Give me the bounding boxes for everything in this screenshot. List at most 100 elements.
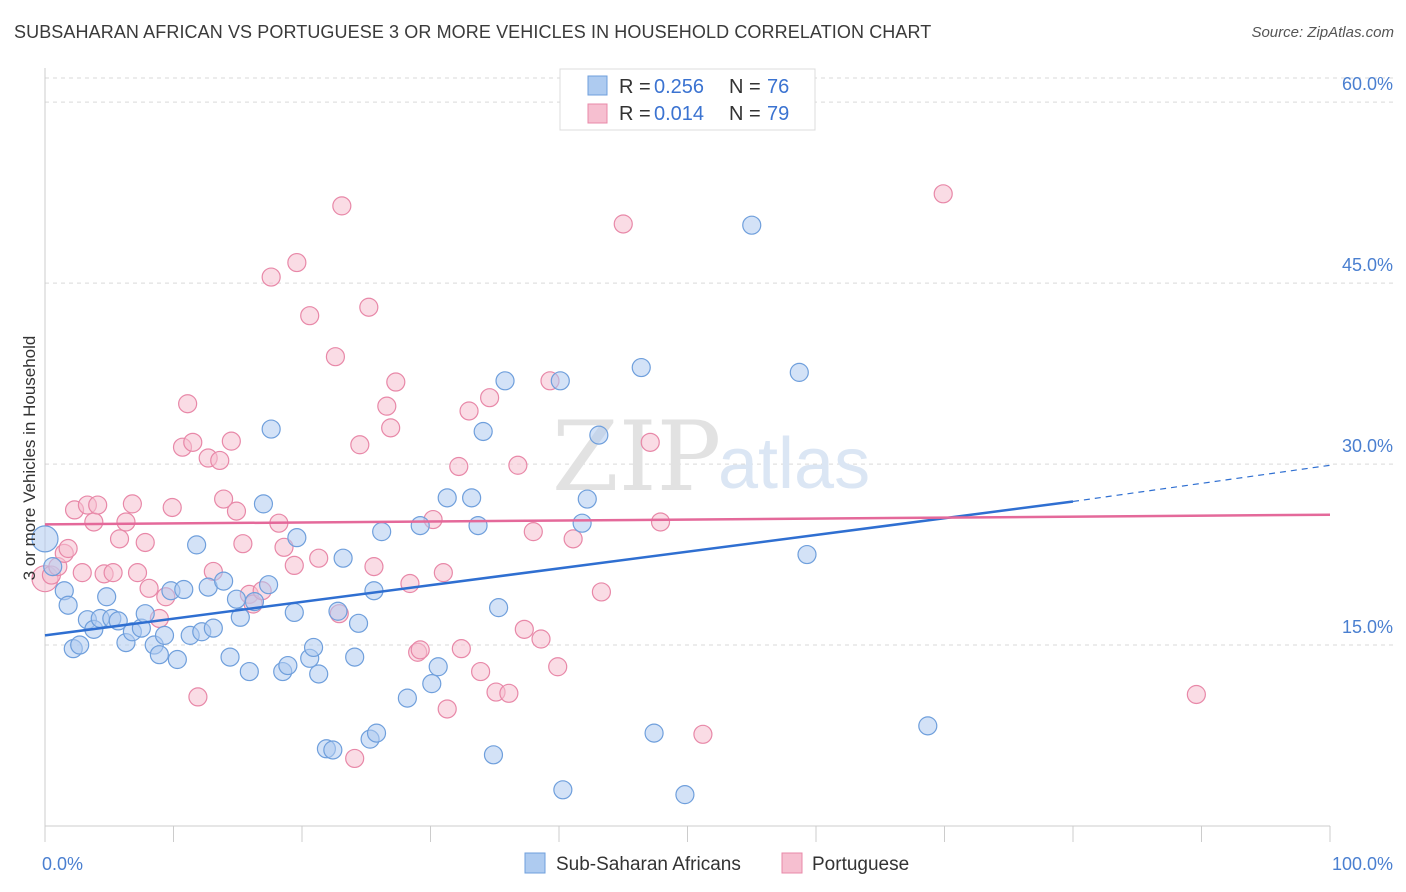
data-point bbox=[483, 745, 504, 765]
data-point bbox=[433, 563, 453, 583]
x-tick-label: 100.0% bbox=[1332, 854, 1393, 874]
legend-n-value-pink: 79 bbox=[767, 103, 789, 125]
data-point bbox=[122, 494, 142, 514]
legend-r-value-blue: 0.256 bbox=[654, 76, 704, 98]
y-tick-label: 60.0% bbox=[1342, 74, 1393, 94]
data-point bbox=[135, 532, 155, 553]
data-point bbox=[364, 557, 384, 577]
data-point bbox=[261, 267, 281, 287]
data-point bbox=[109, 529, 130, 549]
data-point bbox=[103, 563, 123, 583]
data-point bbox=[410, 515, 430, 536]
data-point bbox=[422, 674, 442, 694]
data-point bbox=[325, 347, 346, 367]
data-point bbox=[303, 637, 324, 658]
legend-n-value-blue: 76 bbox=[767, 76, 789, 98]
data-point bbox=[644, 723, 664, 743]
data-point bbox=[328, 601, 348, 621]
data-point bbox=[226, 501, 247, 521]
data-point bbox=[918, 716, 938, 736]
chart-title: SUBSAHARAN AFRICAN VS PORTUGUESE 3 OR MO… bbox=[14, 22, 932, 42]
data-point bbox=[214, 489, 234, 509]
data-point bbox=[553, 780, 573, 800]
data-point bbox=[499, 683, 519, 703]
data-point bbox=[167, 649, 187, 670]
data-point bbox=[397, 688, 417, 708]
bottom-legend-label-pink: Portuguese bbox=[812, 854, 909, 875]
grid-lines bbox=[45, 77, 1395, 646]
data-point bbox=[489, 598, 509, 618]
data-point bbox=[613, 214, 633, 234]
data-point bbox=[372, 522, 392, 542]
watermark-zip: ZIP bbox=[552, 401, 721, 513]
data-point bbox=[116, 512, 136, 532]
data-point bbox=[563, 529, 583, 549]
data-point bbox=[244, 591, 265, 612]
trend-lines bbox=[44, 464, 1331, 637]
legend-swatch-pink bbox=[587, 103, 608, 124]
data-point bbox=[650, 512, 671, 532]
data-point bbox=[693, 724, 713, 744]
data-point bbox=[84, 512, 104, 532]
data-point bbox=[437, 488, 457, 508]
data-point bbox=[332, 196, 352, 216]
tick-labels: 15.0% 30.0% 45.0% 60.0% 0.0% 100.0% bbox=[42, 74, 1393, 874]
y-tick-label: 30.0% bbox=[1342, 436, 1393, 456]
data-point bbox=[178, 394, 198, 414]
data-point bbox=[631, 357, 651, 378]
data-point bbox=[459, 401, 479, 421]
data-point bbox=[468, 515, 488, 536]
data-point bbox=[88, 495, 108, 515]
data-point bbox=[135, 604, 155, 624]
data-point bbox=[58, 595, 78, 615]
data-point bbox=[449, 456, 469, 477]
data-point bbox=[210, 450, 230, 471]
data-point bbox=[187, 535, 207, 555]
data-point bbox=[300, 306, 320, 326]
data-point bbox=[230, 607, 250, 627]
data-point bbox=[127, 563, 148, 583]
watermark-atlas: atlas bbox=[718, 424, 870, 504]
data-point bbox=[480, 388, 500, 408]
data-point bbox=[377, 396, 397, 416]
data-point bbox=[226, 589, 247, 609]
data-point bbox=[43, 557, 63, 577]
data-point bbox=[345, 647, 365, 667]
data-point bbox=[471, 661, 491, 682]
data-point bbox=[149, 645, 169, 665]
watermark: ZIP atlas bbox=[552, 401, 870, 513]
data-point bbox=[675, 785, 695, 805]
data-point bbox=[1186, 684, 1206, 705]
data-point bbox=[309, 548, 329, 568]
data-point bbox=[183, 432, 203, 452]
data-point bbox=[742, 215, 762, 235]
data-point bbox=[154, 625, 175, 645]
data-point bbox=[284, 602, 304, 623]
data-point bbox=[287, 528, 307, 548]
legend-r-label-blue: R = bbox=[619, 76, 651, 98]
data-point bbox=[233, 534, 253, 554]
bottom-legend-swatch-pink bbox=[781, 852, 803, 874]
data-point bbox=[366, 723, 387, 743]
data-point bbox=[428, 657, 448, 677]
data-point bbox=[591, 582, 612, 602]
data-point bbox=[451, 639, 471, 659]
data-point bbox=[410, 640, 430, 660]
data-point bbox=[284, 555, 304, 576]
y-tick-label: 15.0% bbox=[1342, 617, 1393, 637]
data-point bbox=[386, 372, 406, 392]
data-point bbox=[531, 629, 551, 649]
legend-n-label-pink: N = bbox=[729, 103, 761, 125]
data-point bbox=[253, 494, 274, 514]
data-point bbox=[220, 647, 240, 667]
bottom-legend-swatch-blue bbox=[524, 852, 546, 874]
data-point bbox=[572, 513, 592, 533]
stats-legend: R = 0.256 N = 76 R = 0.014 N = 79 bbox=[559, 68, 816, 131]
data-point bbox=[495, 371, 515, 391]
legend-n-label-blue: N = bbox=[729, 76, 761, 98]
data-point bbox=[239, 661, 259, 682]
data-point bbox=[350, 435, 370, 455]
trend-line-subsaharan-extension bbox=[1072, 464, 1331, 503]
data-point bbox=[359, 297, 379, 317]
data-point bbox=[221, 431, 241, 451]
